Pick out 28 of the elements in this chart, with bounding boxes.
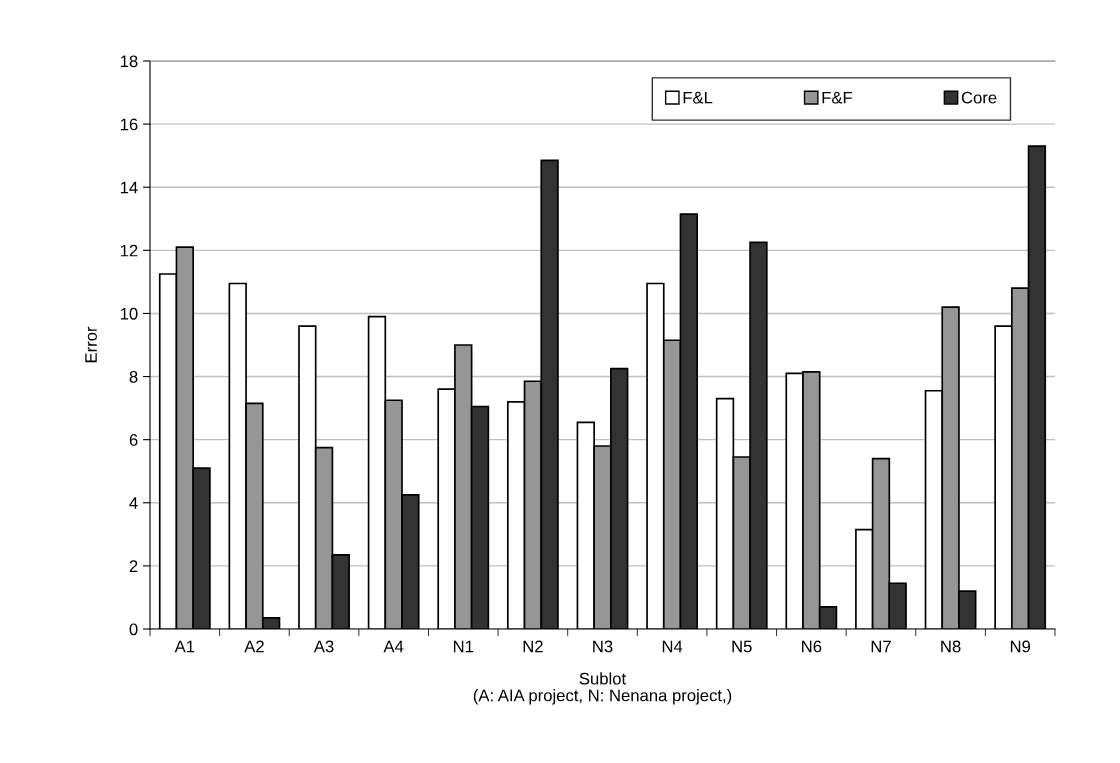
- x-tick-label: N6: [802, 640, 822, 653]
- x-axis-title: Sublot (A: AIA project, N: Nenana project,): [473, 672, 732, 705]
- y-tick-label: 14: [120, 181, 138, 194]
- y-tick-label: 16: [120, 118, 138, 131]
- y-tick-label: 10: [120, 307, 138, 320]
- x-tick-label: N8: [941, 640, 961, 653]
- x-tick-label: N4: [662, 640, 683, 653]
- y-tick-label: 12: [120, 244, 138, 257]
- legend-label: F&F: [822, 91, 853, 104]
- y-tick-label: 2: [129, 560, 138, 572]
- x-tick-label: N2: [523, 640, 543, 653]
- x-tick-label: A4: [383, 640, 404, 653]
- x-tick-label: A2: [244, 640, 264, 653]
- legend-label: F&L: [683, 91, 713, 104]
- y-tick-label: 6: [129, 434, 138, 446]
- x-tick-label: N3: [593, 640, 613, 653]
- y-axis-title: Error: [85, 326, 97, 363]
- y-tick-label: 8: [129, 370, 138, 383]
- x-tick-label: N9: [1010, 640, 1031, 653]
- legend-label: Core: [961, 91, 997, 104]
- y-tick-label: 0: [129, 623, 138, 636]
- x-tick-label: N1: [453, 640, 474, 653]
- x-tick-label: A3: [313, 640, 334, 653]
- y-tick-label: 4: [129, 497, 138, 509]
- x-tick-label: N5: [732, 640, 752, 653]
- x-tick-label: A1: [174, 640, 195, 653]
- y-tick-label: 18: [120, 55, 138, 68]
- x-tick-label: N7: [871, 640, 891, 653]
